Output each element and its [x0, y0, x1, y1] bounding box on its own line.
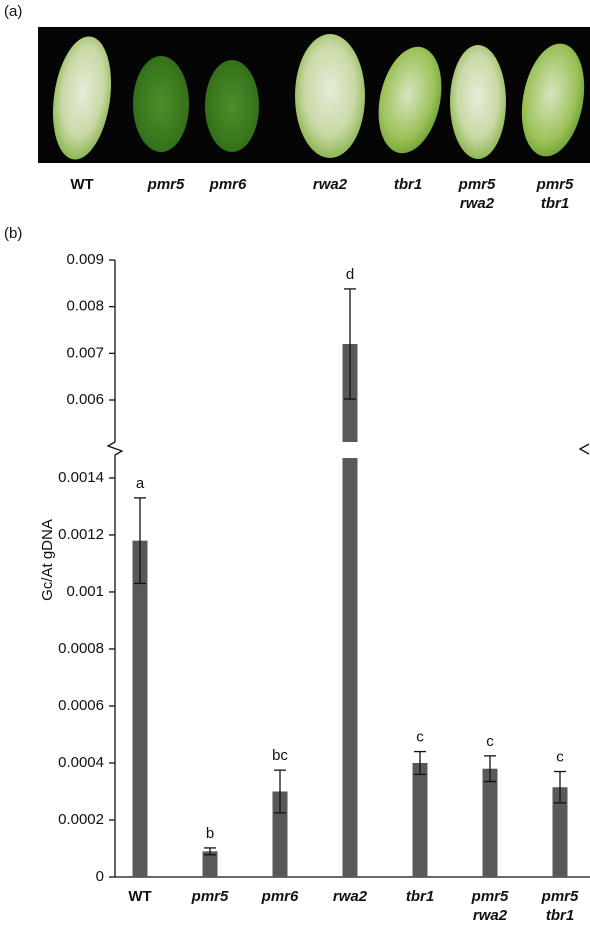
y-tick-label: 0.0008 — [58, 640, 104, 657]
y-axis-label: Gc/At gDNA — [39, 519, 56, 601]
genotype-label: pmr5 tbr1 — [541, 888, 579, 924]
genotype-label: pmr5 — [147, 176, 185, 193]
genotype-label: WT — [128, 888, 151, 905]
y-tick-label: 0.0006 — [58, 697, 104, 714]
bar — [342, 458, 358, 877]
genotype-label: pmr5 — [191, 888, 229, 905]
significance-letter: c — [486, 733, 494, 750]
genotype-label: WT — [70, 176, 93, 193]
y-tick-label: 0.0002 — [58, 811, 104, 828]
genotype-label: pmr5 tbr1 — [536, 176, 574, 212]
bar — [202, 851, 218, 877]
y-tick-label: 0.0014 — [58, 469, 104, 486]
significance-letter: c — [416, 729, 424, 746]
genotype-label: pmr5 rwa2 — [471, 888, 509, 924]
bar — [482, 768, 498, 877]
y-tick-label: 0.008 — [66, 298, 104, 315]
significance-letter: c — [556, 749, 564, 766]
panel-label: (a) — [4, 3, 22, 20]
genotype-label: pmr5 rwa2 — [458, 176, 496, 212]
y-tick-label: 0.001 — [66, 583, 104, 600]
genotype-label: rwa2 — [313, 176, 348, 193]
panel-label: (b) — [4, 225, 22, 242]
bar — [412, 762, 428, 877]
y-tick-label: 0.009 — [66, 251, 104, 268]
significance-letter: a — [136, 475, 145, 492]
genotype-label: rwa2 — [333, 888, 368, 905]
y-tick-label: 0.0012 — [58, 526, 104, 543]
bar — [132, 540, 148, 877]
y-tick-label: 0 — [96, 868, 104, 885]
significance-letter: b — [206, 825, 214, 842]
y-tick-label: 0.007 — [66, 344, 104, 361]
genotype-label: pmr6 — [209, 176, 247, 193]
significance-letter: bc — [272, 747, 288, 764]
leaves — [52, 34, 585, 160]
genotype-label: pmr6 — [261, 888, 299, 905]
y-tick-label: 0.0004 — [58, 754, 104, 771]
genotype-label: tbr1 — [406, 888, 434, 905]
bar — [552, 787, 568, 877]
significance-letter: d — [346, 266, 354, 283]
y-tick-label: 0.006 — [66, 391, 104, 408]
genotype-label: tbr1 — [394, 176, 422, 193]
